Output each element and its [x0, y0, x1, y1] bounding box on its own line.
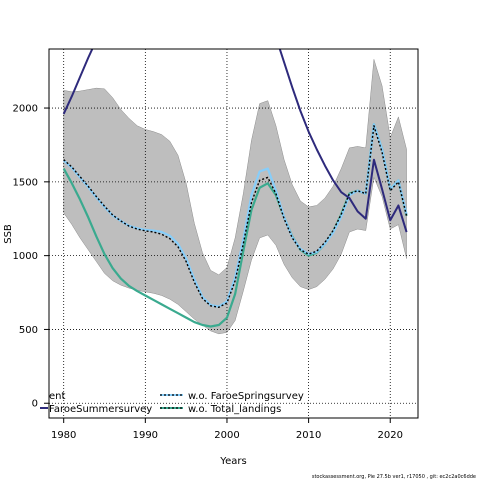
footer-note: stockassessment.org, Pie 27.5b ver1, r17… [312, 474, 476, 480]
y-axis-title: SSB [3, 224, 14, 244]
plot-frame [48, 48, 419, 419]
x-axis-title: Years [219, 456, 246, 467]
legend-label-faroe-spring: w.o. FaroeSpringsurvey [188, 391, 304, 402]
axes: 1980 1990 2000 2010 2020 0 500 1000 1500 2000 [13, 104, 403, 441]
x-tick-label-2010: 2010 [296, 430, 321, 441]
x-tick-label-2000: 2000 [214, 430, 239, 441]
series-line-total-landings [62, 123, 408, 328]
confidence-band [63, 59, 407, 335]
series-line-faroe-summer [62, 49, 408, 233]
y-tick-label-0: 0 [32, 399, 38, 410]
legend-label-ent: ent [49, 391, 65, 402]
series-layer [62, 49, 408, 328]
legend: ent FaroeSummersurvey w.o. FaroeSpringsu… [40, 391, 304, 415]
y-tick-label-2000: 2000 [13, 104, 38, 115]
x-tick-label-1980: 1980 [51, 430, 76, 441]
x-tick-label-2020: 2020 [378, 430, 403, 441]
confidence-band-layer [63, 59, 407, 335]
legend-label-total-landings: w.o. Total_landings [188, 404, 281, 415]
y-tick-label-1000: 1000 [13, 251, 38, 262]
y-tick-label-500: 500 [19, 325, 38, 336]
legend-label-faroe-summer: FaroeSummersurvey [49, 404, 152, 415]
x-tick-label-1990: 1990 [133, 430, 158, 441]
y-tick-label-1500: 1500 [13, 177, 38, 188]
series-line-base [63, 125, 408, 308]
